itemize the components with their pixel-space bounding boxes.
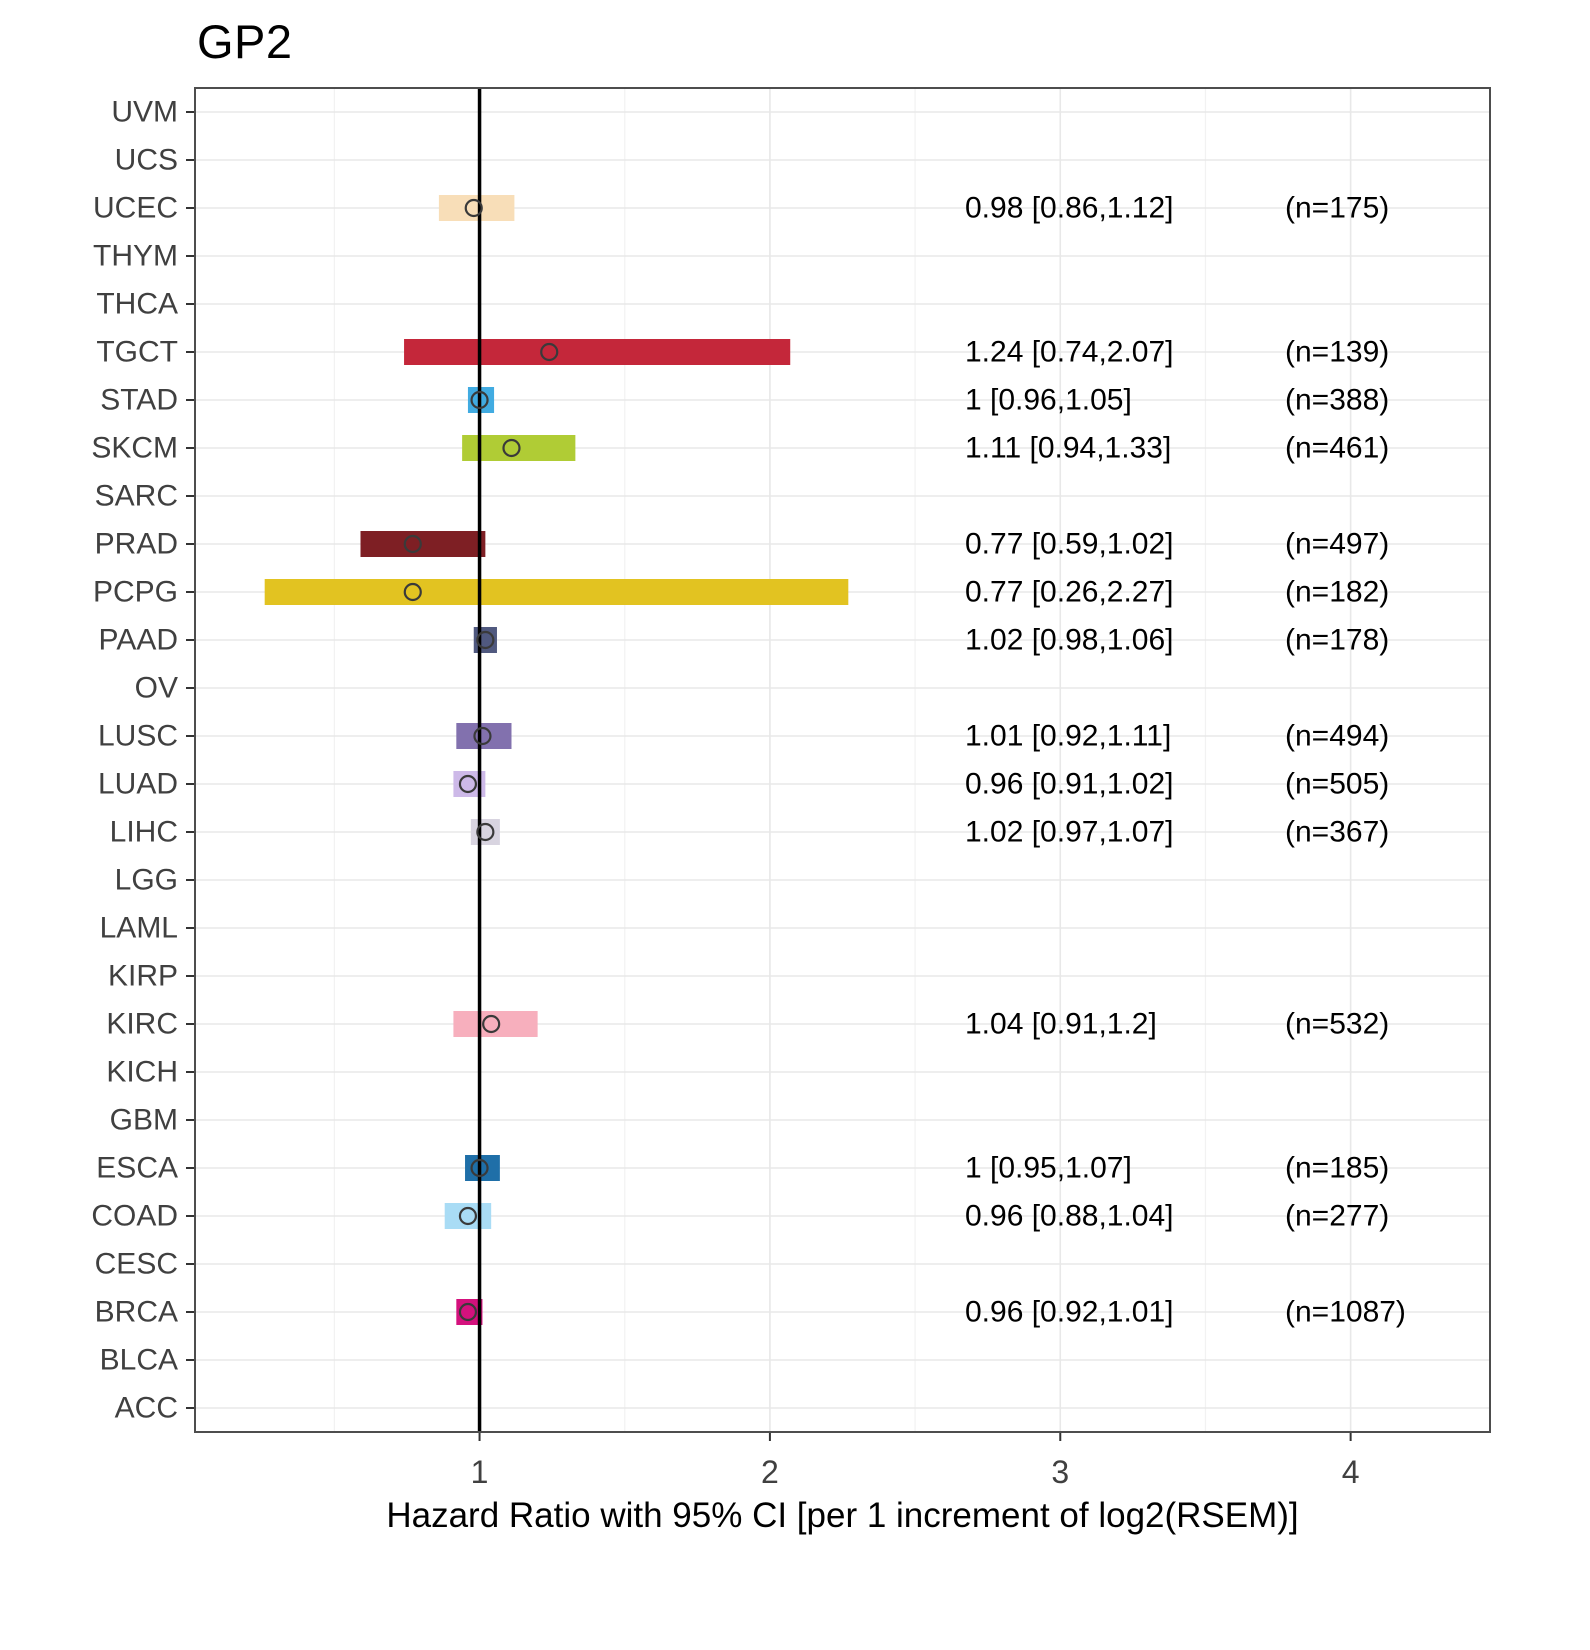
y-axis-label: THYM <box>93 240 178 273</box>
y-axis-label: PAAD <box>99 624 178 657</box>
y-axis-label: UVM <box>111 96 178 129</box>
y-axis-label: SARC <box>95 480 178 513</box>
y-axis-label: COAD <box>91 1200 178 1233</box>
ci-bar <box>453 1011 538 1037</box>
y-axis-label: ACC <box>115 1392 178 1425</box>
y-axis-label: UCS <box>115 144 178 177</box>
ci-bar <box>438 195 515 221</box>
chart-title: GP2 <box>197 15 293 68</box>
y-axis-label: THCA <box>96 288 178 321</box>
y-axis-label: OV <box>135 672 178 705</box>
panel-background <box>195 88 1490 1432</box>
ci-bar <box>264 579 849 605</box>
y-axis-label: ESCA <box>96 1152 178 1185</box>
hr-ci-annotation: 1.01 [0.92,1.11] <box>965 720 1171 753</box>
ci-bar <box>465 1155 500 1181</box>
hr-point-marker <box>470 1158 489 1178</box>
y-axis-label: TGCT <box>96 336 178 369</box>
ci-bar <box>360 531 486 557</box>
hr-ci-annotation: 1.04 [0.91,1.2] <box>965 1008 1157 1041</box>
hr-point-marker <box>403 534 422 554</box>
n-annotation: (n=277) <box>1285 1200 1389 1233</box>
x-axis-title: Hazard Ratio with 95% CI [per 1 incremen… <box>386 1496 1299 1535</box>
hr-point-marker <box>458 774 478 794</box>
hr-ci-annotation: 0.77 [0.59,1.02] <box>965 528 1174 561</box>
hr-ci-annotation: 1.02 [0.97,1.07] <box>965 816 1174 849</box>
hr-ci-annotation: 0.96 [0.92,1.01] <box>965 1296 1174 1329</box>
y-axis-label: BRCA <box>95 1296 178 1329</box>
panel-border <box>194 87 1491 1433</box>
n-annotation: (n=532) <box>1285 1008 1389 1041</box>
y-axis-label: BLCA <box>100 1344 178 1377</box>
n-annotation: (n=497) <box>1285 528 1389 561</box>
hr-ci-annotation: 0.96 [0.88,1.04] <box>965 1200 1174 1233</box>
n-annotation: (n=367) <box>1285 816 1389 849</box>
y-axis-label: LIHC <box>110 816 178 849</box>
hr-point-marker <box>476 630 495 650</box>
y-axis-label: LUAD <box>98 768 178 801</box>
ci-bar <box>456 723 512 749</box>
y-axis-label: UCEC <box>93 192 178 225</box>
x-axis-label: 2 <box>761 1454 779 1490</box>
hr-ci-annotation: 1 [0.95,1.07] <box>965 1152 1132 1185</box>
n-annotation: (n=182) <box>1285 576 1389 609</box>
hr-point-marker <box>464 198 483 218</box>
n-annotation: (n=185) <box>1285 1152 1389 1185</box>
hr-point-marker <box>473 726 492 746</box>
hr-point-marker <box>476 822 495 842</box>
n-annotation: (n=178) <box>1285 624 1389 657</box>
y-axis-label: LGG <box>115 864 178 897</box>
hr-point-marker <box>482 1014 501 1034</box>
hr-ci-annotation: 1.02 [0.98,1.06] <box>965 624 1174 657</box>
ci-bar <box>404 339 791 365</box>
y-axis-label: GBM <box>110 1104 178 1137</box>
hr-ci-annotation: 1.24 [0.74,2.07] <box>965 336 1174 369</box>
hr-ci-annotation: 0.96 [0.91,1.02] <box>965 768 1174 801</box>
n-annotation: (n=461) <box>1285 432 1389 465</box>
hr-point-marker <box>458 1302 478 1322</box>
hr-ci-annotation: 1.11 [0.94,1.33] <box>965 432 1171 465</box>
y-axis-label: STAD <box>100 384 178 417</box>
y-axis-label: PCPG <box>93 576 178 609</box>
y-axis-label: PRAD <box>95 528 178 561</box>
n-annotation: (n=505) <box>1285 768 1389 801</box>
x-axis-label: 3 <box>1051 1454 1069 1490</box>
n-annotation: (n=494) <box>1285 720 1389 753</box>
y-axis-label: KICH <box>106 1056 178 1089</box>
hr-ci-annotation: 0.77 [0.26,2.27] <box>965 576 1174 609</box>
hr-point-marker <box>540 342 559 362</box>
x-axis-label: 4 <box>1342 1454 1360 1490</box>
hr-point-marker <box>458 1206 478 1226</box>
n-annotation: (n=175) <box>1285 192 1389 225</box>
y-axis-label: LAML <box>100 912 178 945</box>
y-axis-label: KIRP <box>108 960 178 993</box>
hr-ci-annotation: 1 [0.96,1.05] <box>965 384 1132 417</box>
x-axis-label: 1 <box>471 1454 489 1490</box>
hr-point-marker <box>403 582 422 602</box>
y-axis-label: LUSC <box>98 720 178 753</box>
y-axis-label: SKCM <box>91 432 178 465</box>
n-annotation: (n=1087) <box>1285 1296 1406 1329</box>
hr-point-marker <box>502 438 521 458</box>
y-axis-label: CESC <box>95 1248 178 1281</box>
hr-point-marker <box>470 390 489 410</box>
y-axis-label: KIRC <box>106 1008 178 1041</box>
n-annotation: (n=139) <box>1285 336 1389 369</box>
n-annotation: (n=388) <box>1285 384 1389 417</box>
hr-ci-annotation: 0.98 [0.86,1.12] <box>965 192 1174 225</box>
